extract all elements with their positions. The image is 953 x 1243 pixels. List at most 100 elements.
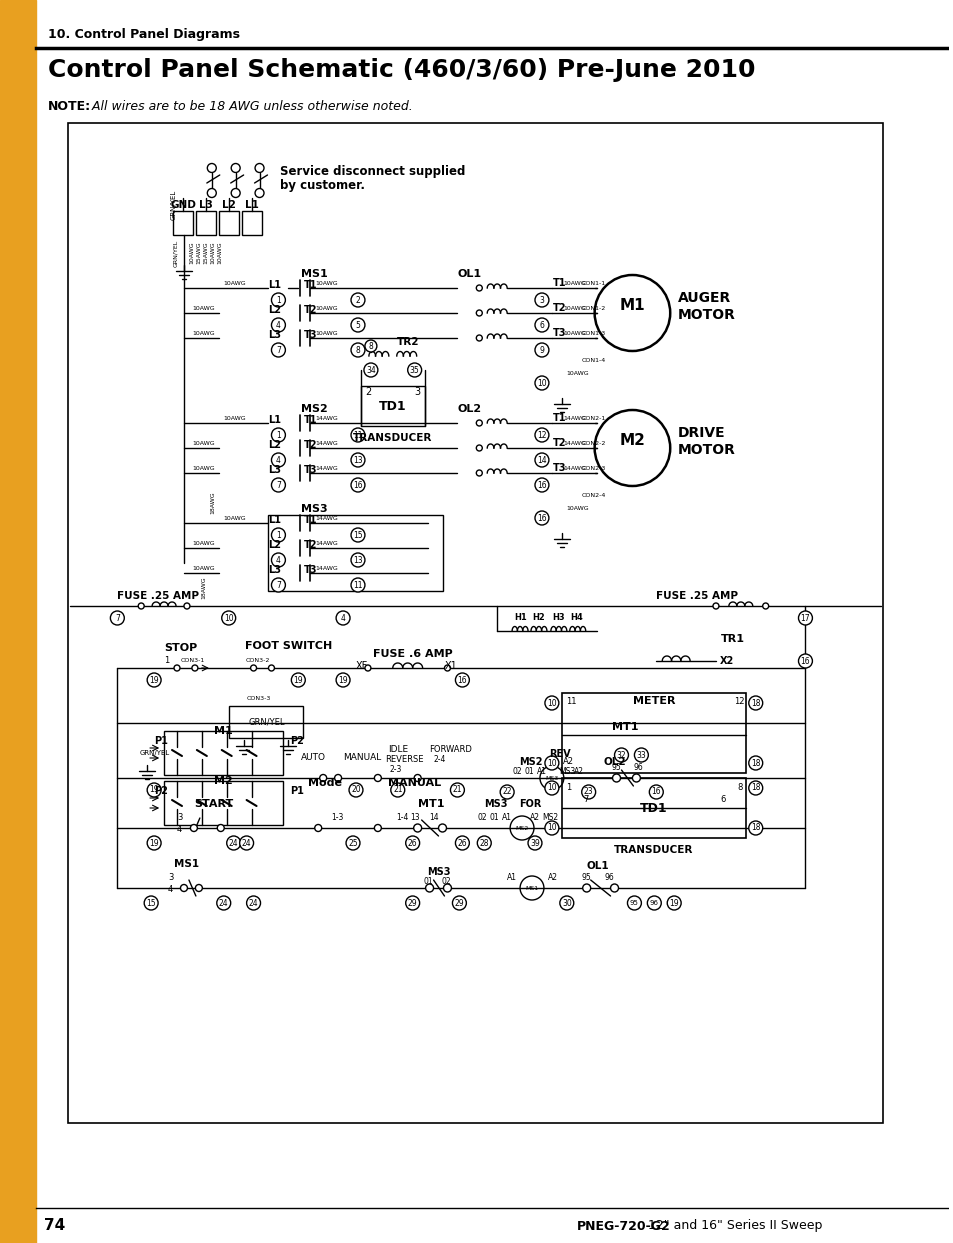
Circle shape (476, 445, 482, 451)
Circle shape (374, 774, 381, 782)
Text: 1: 1 (275, 430, 280, 440)
Text: 10AWG: 10AWG (192, 331, 214, 336)
Circle shape (535, 293, 548, 307)
Circle shape (173, 665, 180, 671)
Text: A1: A1 (537, 767, 546, 777)
Circle shape (527, 837, 541, 850)
Circle shape (748, 820, 761, 835)
Text: GRN/YEL: GRN/YEL (171, 190, 177, 220)
Circle shape (455, 837, 469, 850)
Circle shape (712, 603, 719, 609)
Circle shape (144, 896, 158, 910)
Text: 8: 8 (368, 342, 373, 351)
Text: 1: 1 (164, 655, 169, 665)
Text: 29: 29 (408, 899, 417, 907)
Text: 4: 4 (177, 825, 182, 834)
Text: METER: METER (632, 696, 675, 706)
Text: 3: 3 (177, 813, 182, 823)
Circle shape (614, 748, 628, 762)
Circle shape (535, 375, 548, 390)
Bar (561, 694, 745, 773)
Text: FUSE .25 AMP: FUSE .25 AMP (117, 590, 199, 602)
Text: 26: 26 (457, 839, 467, 848)
Text: 02: 02 (441, 878, 451, 886)
Bar (195, 211, 215, 235)
Text: 28: 28 (479, 839, 489, 848)
Text: 2-3: 2-3 (390, 766, 402, 774)
Text: 10. Control Panel Diagrams: 10. Control Panel Diagrams (48, 29, 239, 41)
Text: 10AWG: 10AWG (314, 281, 337, 286)
Text: 16: 16 (537, 513, 546, 522)
Text: 21: 21 (452, 786, 461, 794)
Text: H4: H4 (569, 613, 582, 622)
Text: T3: T3 (304, 465, 317, 475)
Text: 24: 24 (249, 899, 258, 907)
Text: A1: A1 (507, 874, 517, 883)
Circle shape (476, 310, 482, 316)
Text: L1: L1 (244, 200, 258, 210)
Circle shape (180, 885, 187, 891)
Text: 11: 11 (353, 430, 362, 440)
Text: FOOT SWITCH: FOOT SWITCH (245, 641, 332, 651)
Circle shape (272, 578, 285, 592)
Circle shape (632, 774, 639, 782)
Text: TD1: TD1 (378, 399, 406, 413)
Circle shape (452, 896, 466, 910)
Text: 14AWG: 14AWG (563, 465, 586, 471)
Text: 14AWG: 14AWG (314, 415, 337, 420)
Text: 96: 96 (604, 874, 614, 883)
Text: CON3-2: CON3-2 (245, 658, 270, 663)
Text: 34: 34 (366, 365, 375, 374)
Text: 19: 19 (150, 839, 159, 848)
Text: Service disconnect supplied: Service disconnect supplied (280, 164, 465, 178)
Circle shape (544, 756, 558, 769)
Text: AUTO: AUTO (301, 753, 326, 762)
Text: A2: A2 (573, 767, 583, 777)
Text: A1: A1 (501, 813, 512, 823)
Text: MS2: MS2 (518, 757, 542, 767)
Text: L1: L1 (268, 415, 281, 425)
Circle shape (254, 164, 264, 173)
Text: 01: 01 (523, 767, 533, 777)
Circle shape (207, 164, 216, 173)
Circle shape (450, 783, 464, 797)
Text: GRN/YEL: GRN/YEL (248, 717, 284, 726)
Text: 3: 3 (168, 874, 173, 883)
Text: 7: 7 (275, 481, 280, 490)
Text: 24: 24 (229, 839, 238, 848)
Circle shape (425, 884, 433, 892)
Text: MS2: MS2 (541, 813, 558, 823)
Bar (164, 781, 283, 825)
Text: START: START (193, 799, 233, 809)
Circle shape (365, 665, 371, 671)
Circle shape (761, 603, 768, 609)
Bar (268, 515, 442, 590)
Text: 2-4: 2-4 (433, 756, 445, 764)
Circle shape (231, 164, 240, 173)
Text: T3: T3 (553, 328, 566, 338)
Text: GND: GND (170, 200, 195, 210)
Text: MANUAL: MANUAL (388, 778, 440, 788)
Circle shape (314, 824, 321, 832)
Text: Mode: Mode (308, 778, 342, 788)
Text: L2: L2 (268, 539, 281, 549)
Circle shape (191, 824, 197, 832)
Text: 23: 23 (583, 788, 593, 797)
Text: L3: L3 (268, 329, 281, 341)
Text: 10AWG: 10AWG (563, 281, 586, 286)
Text: 10AWG: 10AWG (314, 331, 337, 336)
Circle shape (272, 452, 285, 467)
Text: 10: 10 (546, 783, 557, 793)
Text: 14AWG: 14AWG (314, 440, 337, 445)
Bar (218, 211, 238, 235)
Text: 13: 13 (410, 813, 420, 823)
Text: 16: 16 (651, 788, 660, 797)
Text: FOR: FOR (518, 799, 541, 809)
Circle shape (666, 896, 680, 910)
Text: 4: 4 (168, 885, 173, 895)
Circle shape (634, 748, 648, 762)
Text: 14AWG: 14AWG (314, 465, 337, 471)
Text: 14: 14 (429, 813, 438, 823)
Text: 7: 7 (114, 614, 120, 623)
Circle shape (414, 824, 421, 832)
